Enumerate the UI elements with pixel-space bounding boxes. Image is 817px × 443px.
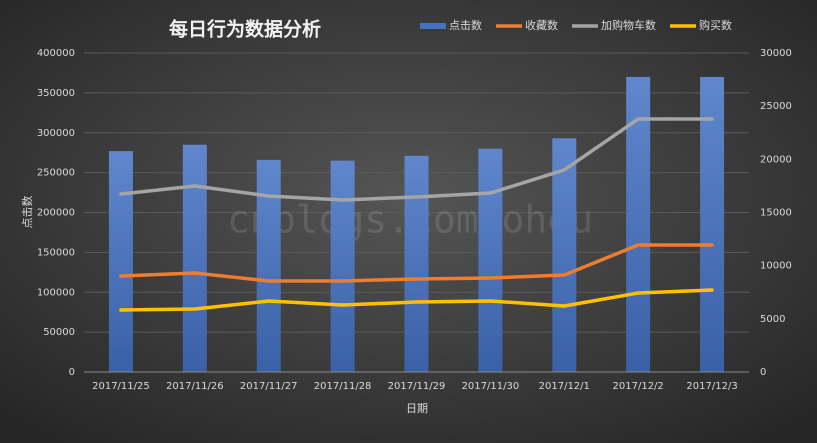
x-tick-label: 2017/11/27 bbox=[240, 381, 298, 392]
x-tick-label: 2017/12/3 bbox=[686, 381, 737, 392]
y2-tick-label: 25000 bbox=[760, 101, 792, 112]
y-tick-label: 200000 bbox=[37, 208, 75, 219]
y-tick-label: 150000 bbox=[37, 247, 75, 258]
legend-label: 购买数 bbox=[699, 18, 732, 32]
legend-swatch bbox=[420, 23, 446, 29]
line bbox=[119, 117, 714, 202]
line bbox=[119, 243, 714, 283]
bar-shade bbox=[478, 148, 503, 372]
x-tick-label: 2017/11/30 bbox=[462, 381, 520, 392]
y-tick-label: 400000 bbox=[37, 48, 75, 59]
bar-shade bbox=[626, 76, 651, 373]
chart-title: 每日行为数据分析 bbox=[169, 18, 321, 41]
bar-shade bbox=[182, 144, 207, 372]
y2-tick-label: 15000 bbox=[760, 208, 792, 219]
y2-tick-label: 5000 bbox=[760, 314, 785, 325]
y-tick-label: 0 bbox=[69, 367, 75, 378]
y-tick-label: 100000 bbox=[37, 287, 75, 298]
y-axis-label: 点击数 bbox=[21, 196, 34, 229]
bar-shade bbox=[404, 155, 429, 372]
x-tick-label: 2017/11/28 bbox=[314, 381, 372, 392]
x-tick-label: 2017/12/1 bbox=[539, 381, 590, 392]
legend-label: 收藏数 bbox=[525, 18, 558, 32]
x-tick-label: 2017/11/26 bbox=[166, 381, 224, 392]
bar-shade bbox=[256, 159, 281, 372]
x-tick-label: 2017/11/29 bbox=[388, 381, 446, 392]
bar-shade bbox=[108, 151, 133, 372]
y-tick-label: 250000 bbox=[37, 168, 75, 179]
y-tick-label: 300000 bbox=[37, 128, 75, 139]
line bbox=[119, 288, 714, 312]
y-tick-label: 350000 bbox=[37, 88, 75, 99]
legend-label: 加购物车数 bbox=[601, 18, 656, 32]
y2-tick-label: 10000 bbox=[760, 261, 792, 272]
bar-shade bbox=[552, 138, 577, 372]
y-tick-label: 50000 bbox=[43, 327, 75, 338]
bar-shade bbox=[330, 160, 355, 372]
y2-tick-label: 0 bbox=[760, 367, 766, 378]
bar-shade bbox=[700, 76, 725, 373]
x-tick-label: 2017/11/25 bbox=[92, 381, 150, 392]
y2-tick-label: 30000 bbox=[760, 48, 792, 59]
x-tick-label: 2017/12/2 bbox=[613, 381, 664, 392]
legend-label: 点击数 bbox=[449, 19, 482, 32]
y2-tick-label: 20000 bbox=[760, 154, 792, 165]
x-axis-label: 日期 bbox=[406, 402, 428, 415]
